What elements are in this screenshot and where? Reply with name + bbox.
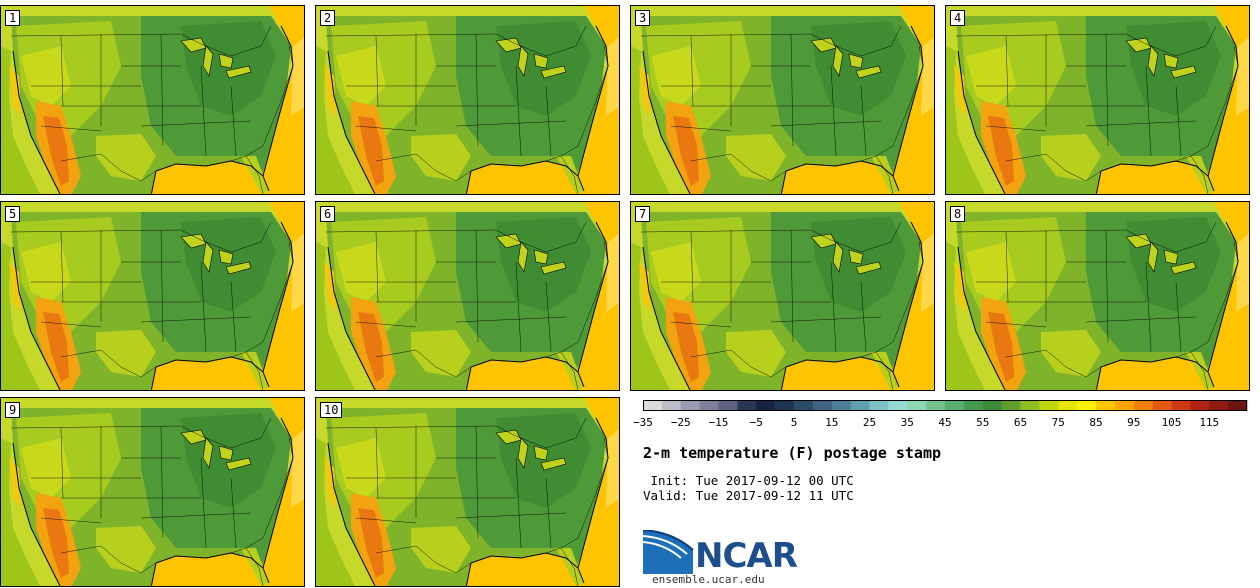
postage-stamp-map: 3 bbox=[630, 5, 935, 195]
ncar-logo-text: NCAR bbox=[695, 536, 798, 576]
legend-swatch bbox=[1114, 400, 1135, 411]
postage-stamp-map: 9 bbox=[0, 397, 305, 587]
legend-swatch bbox=[756, 400, 776, 411]
legend-swatch bbox=[1228, 400, 1248, 411]
valid-time: Valid: Tue 2017-09-12 11 UTC bbox=[643, 488, 854, 503]
legend-swatch bbox=[869, 400, 889, 411]
plot-title: 2-m temperature (F) postage stamp bbox=[643, 444, 942, 462]
member-number: 6 bbox=[320, 206, 336, 222]
legend-swatch bbox=[926, 400, 946, 411]
legend-tick-label: −5 bbox=[749, 416, 763, 429]
legend-swatch bbox=[718, 400, 738, 411]
legend-tick-label: 105 bbox=[1161, 416, 1182, 429]
legend-tick-label: −25 bbox=[670, 416, 691, 429]
legend-swatch bbox=[1020, 400, 1040, 411]
postage-stamp-map: 2 bbox=[315, 5, 620, 195]
temperature-map bbox=[316, 202, 619, 390]
legend-tick-label: 15 bbox=[825, 416, 839, 429]
member-number: 1 bbox=[5, 10, 21, 26]
legend-swatch bbox=[661, 400, 682, 411]
legend-swatch bbox=[1171, 400, 1191, 411]
legend-swatch bbox=[963, 400, 984, 411]
member-number: 3 bbox=[635, 10, 651, 26]
init-time: Init: Tue 2017-09-12 00 UTC bbox=[643, 473, 854, 488]
postage-stamp-map: 5 bbox=[0, 201, 305, 391]
temperature-map bbox=[946, 202, 1249, 390]
member-number: 4 bbox=[950, 10, 966, 26]
temperature-map bbox=[316, 6, 619, 194]
member-number: 7 bbox=[635, 206, 651, 222]
legend-swatch bbox=[680, 400, 700, 411]
postage-stamp-map: 6 bbox=[315, 201, 620, 391]
legend-swatch bbox=[775, 400, 795, 411]
legend-swatch bbox=[907, 400, 927, 411]
legend-swatch bbox=[737, 400, 757, 411]
legend-swatch bbox=[1133, 400, 1153, 411]
temperature-map bbox=[1, 202, 304, 390]
temperature-map bbox=[316, 398, 619, 586]
postage-stamp-map: 7 bbox=[630, 201, 935, 391]
member-number: 10 bbox=[320, 402, 343, 418]
legend-tick-label: 35 bbox=[900, 416, 914, 429]
member-number: 5 bbox=[5, 206, 21, 222]
temperature-map bbox=[1, 398, 304, 586]
legend-swatch bbox=[1058, 400, 1078, 411]
legend-swatch bbox=[1096, 400, 1116, 411]
legend-swatch bbox=[1001, 400, 1021, 411]
legend-tick-label: −15 bbox=[708, 416, 729, 429]
legend-swatch bbox=[1209, 400, 1229, 411]
legend-swatch bbox=[982, 400, 1002, 411]
legend-swatch bbox=[1077, 400, 1097, 411]
ncar-logo-icon bbox=[643, 530, 694, 574]
legend-swatch bbox=[1190, 400, 1210, 411]
legend-tick-label: 65 bbox=[1013, 416, 1028, 429]
color-legend bbox=[643, 400, 1248, 411]
legend-swatch bbox=[945, 400, 965, 411]
legend-swatch bbox=[1039, 400, 1059, 411]
legend-tick-label: 115 bbox=[1199, 416, 1220, 429]
legend-border bbox=[643, 400, 1247, 411]
member-number: 9 bbox=[5, 402, 21, 418]
legend-tick-label: 55 bbox=[976, 416, 990, 429]
legend-tick-label: 5 bbox=[790, 416, 798, 429]
temperature-map bbox=[1, 6, 304, 194]
member-number: 8 bbox=[950, 206, 966, 222]
temperature-map bbox=[946, 6, 1249, 194]
postage-stamp-map: 10 bbox=[315, 397, 620, 587]
legend-swatch bbox=[699, 400, 719, 411]
legend-swatch bbox=[850, 400, 870, 411]
legend-swatch bbox=[831, 400, 851, 411]
legend-tick-label: 75 bbox=[1051, 416, 1065, 429]
member-number: 2 bbox=[320, 10, 336, 26]
legend-tick-label: 45 bbox=[938, 416, 952, 429]
legend-tick-label: 85 bbox=[1089, 416, 1103, 429]
legend-swatch bbox=[794, 400, 814, 411]
postage-stamp-map: 1 bbox=[0, 5, 305, 195]
legend-swatch bbox=[812, 400, 833, 411]
postage-stamp-map: 8 bbox=[945, 201, 1250, 391]
site-url: ensemble.ucar.edu bbox=[652, 573, 765, 586]
legend-swatch bbox=[1152, 400, 1172, 411]
legend-tick-label: 25 bbox=[862, 416, 877, 429]
legend-tick-label: 95 bbox=[1127, 416, 1141, 429]
legend-swatch bbox=[888, 400, 908, 411]
postage-stamp-map: 4 bbox=[945, 5, 1250, 195]
temperature-map bbox=[631, 6, 934, 194]
legend-tick-label: −35 bbox=[633, 416, 653, 429]
legend-swatch bbox=[643, 400, 663, 411]
temperature-map bbox=[631, 202, 934, 390]
